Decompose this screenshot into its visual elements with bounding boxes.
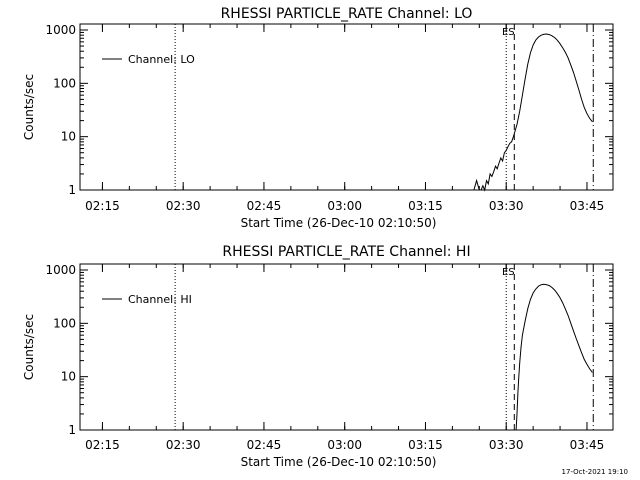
x-tick-label: 02:45	[247, 199, 282, 213]
y-tick-label: 1000	[45, 23, 76, 37]
x-tick-label: 03:00	[327, 199, 362, 213]
chart-panel-2: RHESSI PARTICLE_RATE Channel: HI Counts/s…	[22, 244, 614, 469]
x-tick-label: 02:30	[166, 438, 201, 452]
x-tick-label: 03:15	[408, 199, 443, 213]
y-tick-label: 100	[53, 316, 76, 330]
legend-label: Channel: HI	[128, 293, 192, 306]
x-tick-label: 02:15	[85, 438, 120, 452]
y-tick-label: 100	[53, 76, 76, 90]
marker-label: ES	[502, 27, 515, 38]
x-tick-label: 03:45	[570, 438, 605, 452]
chart-title: RHESSI PARTICLE_RATE Channel: HI	[222, 244, 470, 260]
chart-panel-1: RHESSI PARTICLE_RATE Channel: LO Counts/s…	[22, 6, 614, 230]
plot-frame	[79, 23, 614, 191]
plot-frame	[79, 263, 614, 431]
x-tick-label: 03:00	[327, 438, 362, 452]
legend-label: Channel: LO	[128, 53, 195, 66]
y-tick-label: 10	[61, 130, 76, 144]
series-line	[515, 283, 593, 431]
x-tick-label: 03:30	[489, 199, 524, 213]
x-axis-label: Start Time (26-Dec-10 02:10:50)	[241, 455, 437, 469]
y-tick-label: 1	[68, 423, 76, 437]
x-tick-label: 03:15	[408, 438, 443, 452]
y-tick-label: 10	[61, 370, 76, 384]
x-tick-label: 03:30	[489, 438, 524, 452]
x-tick-label: 02:30	[166, 199, 201, 213]
y-axis-label: Counts/sec	[22, 314, 36, 380]
chart-title: RHESSI PARTICLE_RATE Channel: LO	[221, 6, 473, 22]
y-tick-label: 1000	[45, 263, 76, 277]
x-tick-label: 03:45	[570, 199, 605, 213]
y-axis-label: Counts/sec	[22, 74, 36, 140]
y-tick-label: 1	[68, 183, 76, 197]
x-tick-label: 02:45	[247, 438, 282, 452]
series-line	[473, 33, 593, 192]
x-tick-label: 02:15	[85, 199, 120, 213]
plot-timestamp: 17-Oct-2021 19:10	[561, 468, 628, 476]
marker-label: ES	[502, 267, 515, 278]
x-axis-label: Start Time (26-Dec-10 02:10:50)	[241, 216, 437, 230]
